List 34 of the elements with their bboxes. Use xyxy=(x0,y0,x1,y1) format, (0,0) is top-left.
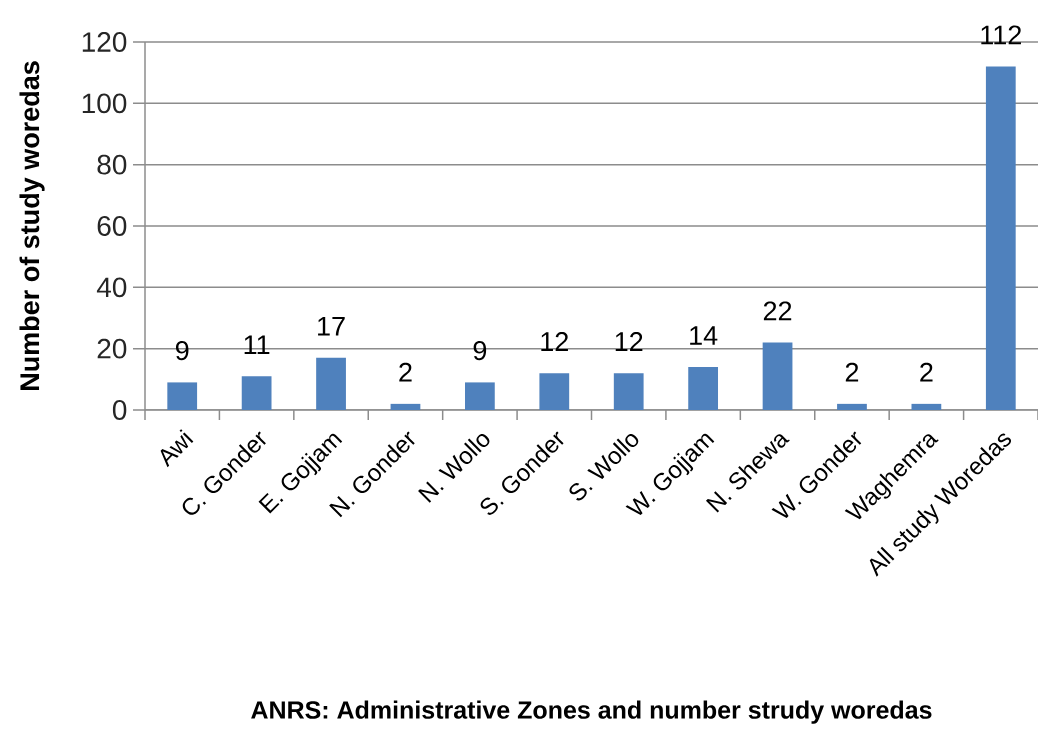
bar xyxy=(390,403,421,410)
data-label: 12 xyxy=(541,332,568,351)
data-label: 9 xyxy=(175,341,189,361)
data-label: 22 xyxy=(763,301,792,321)
data-label: 9 xyxy=(473,341,487,361)
x-axis-title: ANRS: Administrative Zones and number strudy woredas xyxy=(251,700,932,724)
data-label: 17 xyxy=(318,317,345,336)
y-tick-label: 120 xyxy=(82,32,127,52)
bar xyxy=(985,66,1016,410)
bar xyxy=(613,373,644,410)
data-label: 12 xyxy=(615,332,643,351)
bar xyxy=(837,403,867,410)
bar xyxy=(167,382,198,410)
data-label: 14 xyxy=(690,326,718,345)
bar xyxy=(539,373,570,410)
bar xyxy=(316,357,346,410)
y-tick-label: 0 xyxy=(112,400,127,420)
bar xyxy=(762,342,793,410)
bar xyxy=(241,376,272,410)
data-label: 2 xyxy=(845,362,859,382)
data-label: 2 xyxy=(920,362,933,382)
x-tick-label: Awi xyxy=(160,429,194,468)
data-label: 112 xyxy=(981,25,1021,45)
bar xyxy=(465,382,495,410)
y-axis-title: Number of study woredas xyxy=(19,61,45,390)
y-tick-label: 20 xyxy=(97,338,127,359)
data-label: 2 xyxy=(399,362,412,382)
bar xyxy=(911,403,942,410)
y-tick-label: 40 xyxy=(96,277,127,298)
data-label: 11 xyxy=(244,335,270,354)
y-tick-label: 80 xyxy=(97,154,127,175)
y-tick-label: 60 xyxy=(97,216,127,236)
bar xyxy=(688,367,719,410)
y-tick-label: 100 xyxy=(82,93,127,114)
